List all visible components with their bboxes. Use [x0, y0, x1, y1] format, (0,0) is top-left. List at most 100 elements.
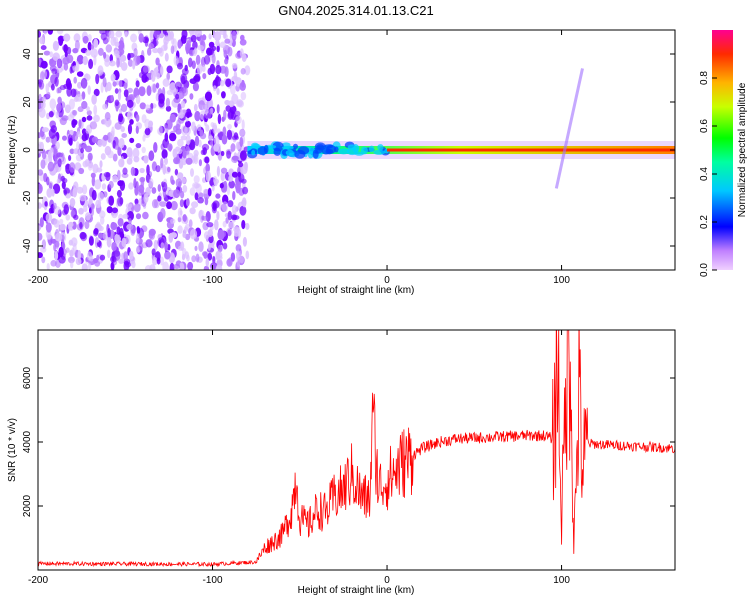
noise-blob: [164, 241, 169, 251]
noise-blob: [69, 197, 76, 207]
noise-blob: [239, 128, 246, 137]
noise-blob: [164, 132, 169, 142]
noise-blob: [170, 45, 175, 54]
noise-blob: [204, 156, 210, 164]
noise-blob: [139, 102, 146, 110]
noise-blob: [47, 30, 53, 35]
noise-blob: [48, 111, 54, 118]
noise-blob: [165, 97, 170, 108]
noise-blob: [79, 194, 87, 202]
noise-blob: [228, 180, 235, 189]
noise-blob: [56, 30, 64, 35]
spectrogram-x-tick-label: -100: [203, 275, 223, 286]
noise-blob: [168, 232, 174, 243]
noise-blob: [81, 133, 88, 142]
noise-blob: [129, 250, 134, 260]
noise-blob: [192, 182, 200, 189]
noise-blob: [112, 153, 118, 162]
noise-blob: [175, 158, 181, 165]
noise-blob: [194, 135, 200, 147]
noise-blob: [135, 125, 139, 134]
noise-blob: [186, 112, 190, 119]
noise-blob: [68, 239, 74, 246]
noise-blob: [208, 33, 212, 40]
noise-blob: [189, 187, 196, 196]
spectrogram-y-label: Frequency (Hz): [7, 116, 18, 185]
noise-blob: [239, 150, 247, 161]
noise-blob: [73, 214, 79, 221]
noise-blob: [157, 47, 163, 54]
noise-blob: [170, 200, 178, 211]
noise-blob: [239, 81, 246, 91]
noise-blob: [149, 31, 154, 43]
noise-blob: [179, 262, 185, 270]
noise-blob: [227, 229, 232, 237]
noise-blob: [223, 49, 228, 58]
noise-blob: [62, 135, 67, 141]
trace-blob: [321, 147, 331, 155]
snr-frame: [37, 329, 676, 571]
noise-blob: [138, 72, 144, 78]
noise-blob: [163, 251, 172, 260]
noise-blob: [90, 207, 95, 217]
noise-blob: [101, 183, 107, 190]
noise-blob: [235, 141, 241, 150]
noise-blob: [175, 178, 182, 188]
noise-blob: [175, 93, 180, 100]
noise-blob: [165, 124, 169, 135]
noise-blob: [161, 181, 168, 193]
noise-blob: [160, 157, 164, 169]
noise-blob: [189, 228, 198, 240]
noise-blob: [114, 88, 119, 94]
noise-blob: [121, 237, 127, 248]
noise-blob: [211, 53, 216, 64]
noise-blob: [158, 125, 163, 136]
noise-blob: [99, 254, 106, 261]
noise-blob: [239, 205, 247, 216]
noise-blob: [94, 179, 102, 190]
noise-blob: [91, 189, 97, 201]
noise-blob: [199, 129, 204, 137]
noise-blob: [63, 33, 71, 42]
noise-blob: [77, 250, 82, 260]
noise-blob: [120, 126, 125, 133]
noise-blob: [103, 171, 111, 178]
noise-blob: [123, 82, 128, 89]
noise-blob: [146, 187, 151, 196]
noise-blob: [85, 128, 91, 134]
noise-blob: [121, 133, 127, 138]
noise-blob: [40, 100, 46, 109]
noise-blob: [87, 160, 93, 171]
noise-blob: [135, 233, 140, 244]
noise-blob: [236, 99, 243, 107]
noise-blob: [69, 249, 74, 257]
noise-blob: [141, 74, 148, 83]
noise-blob: [194, 30, 203, 37]
noise-blob: [161, 44, 168, 52]
noise-blob: [144, 118, 151, 129]
noise-blob: [188, 57, 193, 68]
noise-blob: [38, 169, 44, 176]
noise-blob: [86, 110, 92, 116]
noise-blob: [38, 252, 43, 259]
noise-blob: [93, 228, 99, 235]
noise-blob: [240, 68, 246, 75]
noise-blob: [85, 212, 91, 221]
noise-blob: [82, 55, 89, 66]
noise-blob: [48, 128, 56, 139]
noise-blob: [151, 187, 157, 194]
noise-blob: [153, 30, 160, 39]
noise-blob: [228, 175, 234, 182]
noise-blob: [80, 147, 84, 154]
noise-blob: [123, 251, 128, 261]
noise-blob: [180, 125, 188, 136]
noise-blob: [191, 60, 196, 69]
noise-blob: [181, 68, 189, 76]
noise-blob: [146, 164, 150, 176]
spectrogram-x-tick-label: 0: [384, 275, 390, 286]
trace-blob: [360, 146, 368, 155]
noise-blob: [240, 91, 247, 101]
noise-blob: [172, 148, 178, 159]
noise-blob: [126, 211, 134, 221]
noise-blob: [121, 172, 129, 179]
